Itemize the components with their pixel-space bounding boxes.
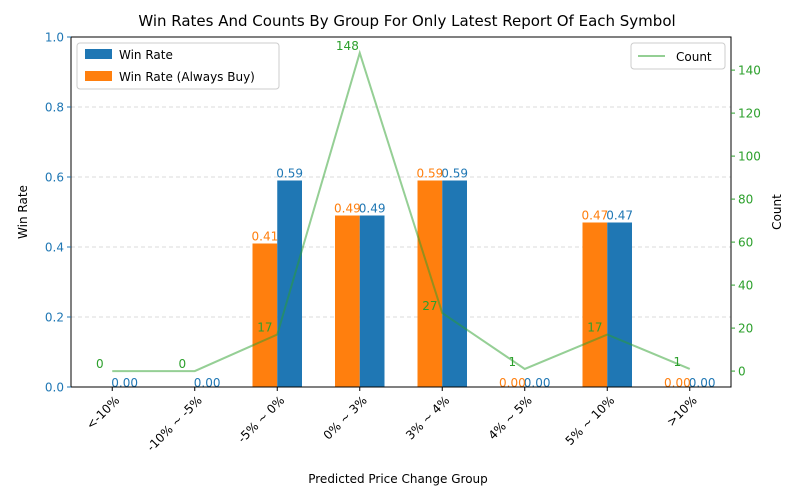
bars <box>252 180 632 387</box>
count-line <box>112 49 691 373</box>
x-axis: <-10% -10% ~ -5% -5% ~ 0% 0% ~ 3% 3% ~ 4% 4% … <box>83 387 700 454</box>
legend-label-always-buy: Win Rate (Always Buy) <box>119 70 255 84</box>
count-label: 1 <box>674 355 682 369</box>
right-axis: 0 20 40 60 80 100 120 140 <box>731 64 761 379</box>
legend-box <box>630 42 726 70</box>
y-axis-label: Win Rate <box>16 185 30 239</box>
count-label: 17 <box>587 321 602 335</box>
x-tick-label: 4% ~ 5% <box>486 393 535 442</box>
win-rate-label: 0.00 <box>111 376 138 390</box>
x-tick-label: 3% ~ 4% <box>403 393 452 442</box>
y-tick-label: 0.0 <box>45 381 64 395</box>
x-axis-label: Predicted Price Change Group <box>308 472 488 486</box>
count-series-line <box>112 49 691 373</box>
y-tick-label: 1.0 <box>45 31 64 45</box>
win-rate-label: 0.59 <box>441 167 468 181</box>
y2-tick-label: 120 <box>738 107 761 121</box>
win-rate-label: 0.00 <box>689 376 716 390</box>
win-rate-label: 0.00 <box>194 376 221 390</box>
x-tick-label: 0% ~ 3% <box>321 393 370 442</box>
count-label: 0 <box>179 357 187 371</box>
x-tick-label: -10% ~ -5% <box>144 393 205 454</box>
bar-win-rate <box>607 222 632 387</box>
y2-tick-label: 20 <box>738 322 753 336</box>
plot-frame <box>70 36 732 388</box>
y2-tick-label: 140 <box>738 64 761 78</box>
left-axis: 0.0 0.2 0.4 0.6 0.8 1.0 <box>45 31 71 395</box>
grid <box>71 106 731 318</box>
bar-win-rate <box>442 180 467 387</box>
always-buy-label: 0.47 <box>582 209 609 223</box>
win-rate-label: 0.00 <box>524 376 551 390</box>
y-tick-label: 0.8 <box>45 101 64 115</box>
always-buy-label: 0.41 <box>252 230 279 244</box>
legend-swatch-win-rate <box>85 49 112 59</box>
legend-right: Count <box>630 42 726 70</box>
y2-tick-label: 40 <box>738 279 753 293</box>
x-tick-label: >10% <box>664 393 700 429</box>
y2-tick-label: 60 <box>738 236 753 250</box>
count-label: 0 <box>96 357 104 371</box>
y-tick-label: 0.6 <box>45 171 64 185</box>
y2-tick-label: 100 <box>738 150 761 164</box>
bar-win-rate <box>277 180 302 387</box>
count-label: 27 <box>422 299 437 313</box>
y2-tick-label: 80 <box>738 193 753 207</box>
always-buy-label: 0.59 <box>417 167 444 181</box>
x-tick-label: <-10% <box>83 393 122 432</box>
count-label: 17 <box>257 321 272 335</box>
bar-always-buy <box>582 222 608 387</box>
legend-box <box>76 42 280 90</box>
always-buy-label: 0.00 <box>664 376 691 390</box>
always-buy-label: 0.49 <box>334 202 361 216</box>
bar-always-buy <box>252 243 278 387</box>
always-buy-label: 0.00 <box>499 376 526 390</box>
count-label: 1 <box>509 355 517 369</box>
bar-always-buy <box>417 180 443 387</box>
legend-label-win-rate: Win Rate <box>119 48 173 62</box>
win-rate-label: 0.49 <box>359 202 386 216</box>
y2-axis-label: Count <box>770 194 784 230</box>
legend-swatch-always-buy <box>85 71 112 81</box>
x-tick-label: -5% ~ 0% <box>235 393 287 445</box>
legend-label-count: Count <box>676 50 712 64</box>
chart-title: Win Rates And Counts By Group For Only L… <box>138 12 675 30</box>
bar-win-rate <box>359 215 385 387</box>
y2-tick-label: 0 <box>738 365 746 379</box>
win-rate-label: 0.59 <box>276 167 303 181</box>
y-tick-label: 0.4 <box>45 241 64 255</box>
x-tick-label: 5% ~ 10% <box>563 393 618 448</box>
count-label: 148 <box>336 39 359 53</box>
win-rate-label: 0.47 <box>606 209 633 223</box>
legend-left: Win Rate Win Rate (Always Buy) <box>76 42 280 90</box>
y-tick-label: 0.2 <box>45 311 64 325</box>
bar-always-buy <box>335 215 360 387</box>
